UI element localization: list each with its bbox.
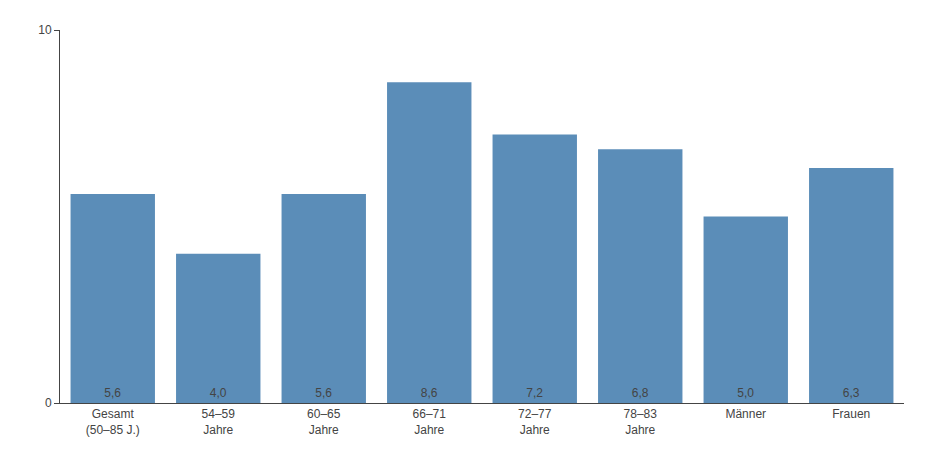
svg-text:54–59Jahre: 54–59Jahre	[202, 407, 236, 437]
svg-text:6,3: 6,3	[843, 386, 860, 400]
svg-text:Gesamt(50–85 J.): Gesamt(50–85 J.)	[86, 407, 140, 437]
svg-text:Frauen: Frauen	[832, 407, 870, 421]
svg-text:0: 0	[45, 396, 52, 410]
svg-text:66–71Jahre: 66–71Jahre	[413, 407, 447, 437]
svg-text:72–77Jahre: 72–77Jahre	[518, 407, 552, 437]
svg-text:78–83Jahre: 78–83Jahre	[624, 407, 658, 437]
svg-text:Männer: Männer	[725, 407, 766, 421]
svg-text:60–65Jahre: 60–65Jahre	[307, 407, 341, 437]
svg-text:5,6: 5,6	[104, 386, 121, 400]
svg-text:5,0: 5,0	[737, 386, 754, 400]
svg-text:4,0: 4,0	[210, 386, 227, 400]
svg-text:6,8: 6,8	[632, 386, 649, 400]
svg-text:8,6: 8,6	[421, 386, 438, 400]
svg-text:5,6: 5,6	[315, 386, 332, 400]
svg-text:10: 10	[38, 23, 52, 37]
svg-text:7,2: 7,2	[526, 386, 543, 400]
